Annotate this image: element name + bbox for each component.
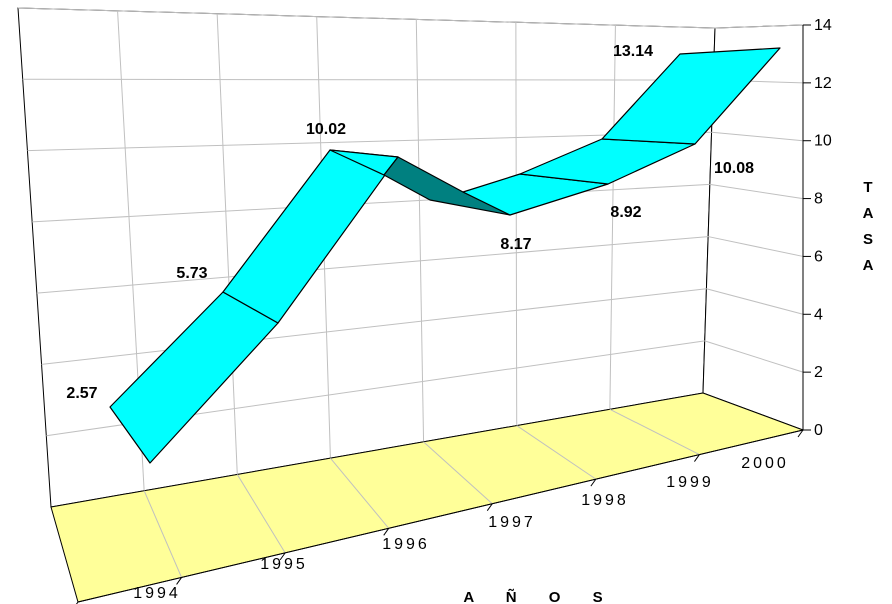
y-axis-title-letter: A <box>863 205 874 222</box>
floor-gridline <box>516 425 597 480</box>
data-label-1998: 8.92 <box>610 204 641 221</box>
data-label-1995: 5.73 <box>176 265 207 282</box>
floor-gridline <box>330 457 390 529</box>
x-tick-label: 1996 <box>382 536 430 553</box>
y-axis-title-letter: A <box>863 257 874 274</box>
gridline-v <box>515 22 518 426</box>
gridline-h <box>32 183 710 223</box>
data-labels: 2.57 5.73 10.02 8.17 8.92 10.08 13.14 <box>66 43 754 402</box>
x-tick-label: 2000 <box>741 455 789 472</box>
data-label-1997: 8.17 <box>500 236 531 253</box>
x-ticks: 1994 1995 1996 1997 1998 1999 2000 <box>75 429 804 604</box>
gridline-side <box>711 131 804 142</box>
x-axis-title: A Ñ O S <box>463 588 616 604</box>
floor-gridline <box>423 441 493 505</box>
y-tick-label: 4 <box>814 306 823 323</box>
floor-gridline <box>143 490 183 578</box>
data-label-1999: 10.08 <box>714 160 754 177</box>
y-tick-label: 14 <box>814 17 832 34</box>
floor-gridline <box>236 474 286 554</box>
gridline-h <box>22 78 714 81</box>
gridline-side <box>708 236 804 257</box>
x-tick-mark <box>279 552 286 561</box>
ribbon-segment-6 <box>601 47 781 145</box>
y-ticks: 0 2 4 6 8 10 12 14 <box>803 17 832 439</box>
y-tick-label: 8 <box>814 191 823 208</box>
x-tick-label: 1994 <box>133 585 181 602</box>
gridline-h <box>36 236 709 294</box>
x-tick-mark <box>797 429 804 438</box>
y-tick-label: 12 <box>814 75 832 92</box>
x-tick-mark <box>694 454 700 462</box>
y-tick-label: 2 <box>814 364 823 381</box>
gridline-h <box>17 7 716 29</box>
gridline-side <box>714 24 804 29</box>
gridline-h <box>27 131 712 152</box>
series-ribbon <box>109 47 781 464</box>
x-tick-mark <box>383 527 390 536</box>
data-label-1996: 10.02 <box>306 121 346 138</box>
x-tick-label: 1997 <box>488 514 536 531</box>
data-label-2000: 13.14 <box>613 43 653 60</box>
gridline-v <box>415 19 425 442</box>
y-tick-label: 0 <box>814 422 823 439</box>
x-tick-mark <box>176 577 182 585</box>
x-tick-label: 1999 <box>666 474 714 491</box>
y-tick-label: 10 <box>814 133 832 150</box>
gridline-side <box>704 340 804 373</box>
gridline-v <box>609 25 616 410</box>
x-tick-label: 1998 <box>581 492 629 509</box>
gridline-v <box>216 13 238 475</box>
floor-gridlines <box>143 408 700 578</box>
x-tick-mark <box>486 503 493 512</box>
gridline-side <box>706 288 804 315</box>
gridline-side <box>709 183 804 200</box>
y-axis-title-letter: S <box>863 231 873 248</box>
x-axis-line <box>77 429 804 603</box>
floor-gridline <box>609 408 700 456</box>
data-label-1994: 2.57 <box>66 385 97 402</box>
y-axis-title-letter: T <box>863 179 872 196</box>
x-tick-mark <box>75 601 79 604</box>
x-tick-label: 1995 <box>260 556 308 573</box>
y-tick-label: 6 <box>814 248 823 265</box>
x-tick-mark <box>590 478 597 487</box>
gridline-h <box>41 288 707 365</box>
